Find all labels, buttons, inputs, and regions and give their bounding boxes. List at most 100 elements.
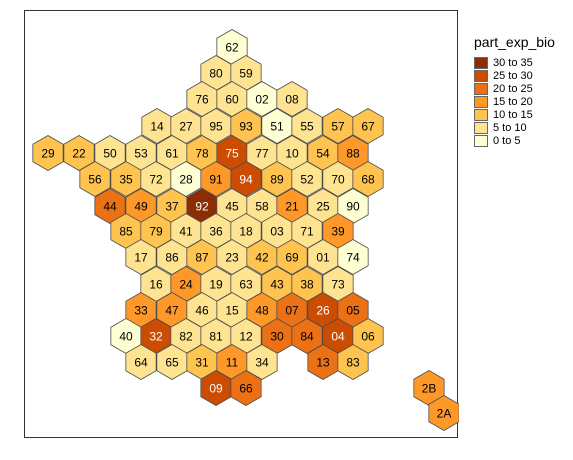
department-hex-64: 64: [125, 344, 157, 380]
department-code-label: 73: [331, 278, 345, 292]
legend-item: 20 to 25: [474, 82, 555, 95]
department-code-label: 09: [209, 382, 223, 396]
department-code-label: 39: [331, 225, 345, 239]
department-code-label: 75: [225, 147, 239, 161]
hex-cell: [352, 161, 384, 197]
department-code-label: 14: [150, 120, 164, 134]
department-hex-84: 84: [291, 318, 323, 354]
department-code-label: 59: [239, 67, 253, 81]
department-hex-38: 38: [291, 266, 323, 302]
department-code-label: 51: [270, 120, 284, 134]
department-hex-74: 74: [337, 239, 369, 275]
legend: part_exp_bio 30 to 35 25 to 30 20 to 25 15 …: [474, 34, 555, 147]
department-code-label: 06: [361, 330, 375, 344]
hex-cell: [291, 161, 323, 197]
department-hex-07: 07: [276, 292, 308, 328]
legend-swatch: [474, 108, 488, 121]
hex-cell: [428, 395, 459, 431]
department-hex-32: 32: [140, 318, 172, 354]
department-code-label: 71: [300, 225, 314, 239]
department-code-label: 03: [270, 225, 284, 239]
department-code-label: 18: [239, 225, 253, 239]
legend-swatch: [474, 121, 488, 134]
department-code-label: 44: [103, 200, 117, 214]
department-code-label: 15: [225, 304, 239, 318]
department-hex-35: 35: [110, 161, 142, 197]
department-hex-06: 06: [352, 318, 384, 354]
department-hex-83: 83: [337, 344, 369, 380]
department-code-label: 33: [134, 304, 148, 318]
department-code-label: 53: [134, 147, 148, 161]
legend-label: 30 to 35: [493, 56, 533, 69]
department-hex-17: 17: [125, 239, 157, 275]
department-hex-55: 55: [291, 108, 323, 144]
department-code-label: 47: [165, 304, 179, 318]
department-code-label: 94: [239, 173, 253, 187]
legend-label: 15 to 20: [493, 95, 533, 108]
department-code-label: 27: [179, 120, 193, 134]
department-code-label: 10: [285, 147, 299, 161]
department-code-label: 08: [285, 93, 299, 107]
department-code-label: 64: [134, 356, 148, 370]
department-code-label: 89: [270, 173, 284, 187]
department-hex-44: 44: [94, 188, 126, 224]
department-code-label: 25: [316, 200, 330, 214]
department-code-label: 92: [195, 200, 209, 214]
department-hex-08: 08: [276, 81, 308, 117]
department-hex-36: 36: [200, 213, 232, 249]
department-code-label: 23: [225, 251, 239, 265]
department-hex-69: 69: [276, 239, 308, 275]
department-code-label: 26: [316, 304, 330, 318]
department-code-label: 54: [316, 147, 330, 161]
hex-cell: [230, 370, 262, 406]
department-code-label: 34: [255, 356, 269, 370]
department-code-label: 21: [285, 200, 299, 214]
department-hex-02: 02: [246, 81, 278, 117]
department-code-label: 95: [209, 120, 223, 134]
legend-label: 5 to 10: [493, 121, 527, 134]
department-hex-29: 29: [32, 135, 64, 171]
department-hex-67: 67: [352, 108, 384, 144]
department-hex-59: 59: [230, 55, 262, 91]
department-hex-93: 93: [230, 108, 262, 144]
department-hex-78: 78: [186, 135, 218, 171]
department-code-label: 65: [165, 356, 179, 370]
department-hex-65: 65: [156, 344, 188, 380]
legend-label: 10 to 15: [493, 108, 533, 121]
department-code-label: 31: [195, 356, 209, 370]
legend-item: 5 to 10: [474, 121, 555, 134]
department-code-label: 35: [119, 173, 133, 187]
department-code-label: 72: [149, 173, 163, 187]
department-code-label: 2A: [437, 407, 452, 421]
department-code-label: 55: [300, 120, 314, 134]
department-code-label: 2B: [422, 382, 437, 396]
department-code-label: 49: [134, 200, 148, 214]
department-code-label: 84: [300, 330, 314, 344]
department-hex-42: 42: [246, 239, 278, 275]
department-hex-70: 70: [322, 161, 354, 197]
department-code-label: 77: [255, 147, 269, 161]
department-code-label: 87: [195, 251, 209, 265]
department-code-label: 36: [209, 225, 223, 239]
department-hex-28: 28: [170, 161, 202, 197]
department-hex-53: 53: [125, 135, 157, 171]
department-code-label: 61: [165, 147, 179, 161]
hex-cell: [32, 135, 64, 171]
hex-cell: [337, 239, 369, 275]
legend-item: 0 to 5: [474, 134, 555, 147]
hex-cell: [291, 318, 323, 354]
department-code-label: 41: [179, 225, 193, 239]
legend-item: 10 to 15: [474, 108, 555, 121]
department-code-label: 57: [331, 120, 345, 134]
department-code-label: 66: [239, 382, 253, 396]
department-hex-68: 68: [352, 161, 384, 197]
department-hex-87: 87: [186, 239, 218, 275]
department-code-label: 40: [119, 330, 133, 344]
map-panel: 62 80 59 76 60 02 08 14 27 95 93 51 55 57 67 29 22 50 53 61…: [24, 10, 459, 438]
department-code-label: 01: [316, 251, 330, 265]
department-code-label: 22: [72, 147, 86, 161]
department-code-label: 93: [239, 120, 253, 134]
department-hex-10: 10: [276, 135, 308, 171]
department-code-label: 68: [361, 173, 375, 187]
legend-swatch: [474, 56, 488, 69]
